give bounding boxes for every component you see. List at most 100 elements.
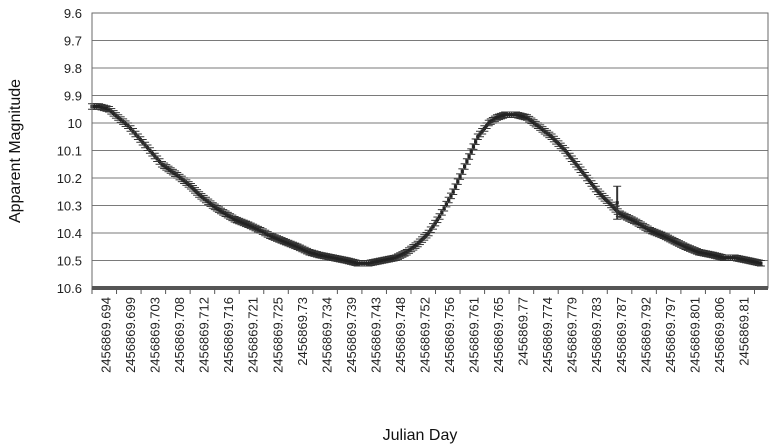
data-point: [184, 180, 188, 185]
data-point: [116, 115, 120, 120]
y-tick-label: 9.9: [64, 89, 82, 104]
data-point: [173, 172, 177, 176]
x-tick-label: 2456869.734: [319, 297, 334, 373]
data-point: [518, 114, 523, 118]
data-point: [717, 255, 721, 259]
data-point: [124, 122, 128, 126]
data-point: [382, 258, 387, 262]
data-point: [648, 228, 652, 232]
data-point: [360, 261, 364, 265]
data-point: [99, 105, 104, 109]
data-point: [527, 117, 531, 121]
y-tick-label: 10.2: [57, 171, 82, 186]
data-point: [249, 224, 253, 228]
data-point: [646, 227, 650, 231]
x-tick-label: 2456869.756: [442, 297, 457, 373]
data-point: [536, 124, 540, 128]
data-point: [746, 258, 750, 263]
data-point: [342, 258, 346, 262]
data-point: [266, 232, 270, 236]
data-point: [679, 242, 683, 247]
data-point: [177, 175, 182, 179]
data-point: [668, 237, 672, 241]
data-point: [320, 253, 324, 258]
data-point: [385, 257, 389, 262]
data-point: [514, 113, 518, 117]
data-point: [109, 109, 113, 113]
data-point: [389, 257, 393, 261]
x-tick-label: 2456869.703: [148, 297, 163, 373]
data-point: [469, 150, 473, 154]
data-point: [540, 127, 545, 132]
data-point: [759, 261, 763, 265]
data-point: [512, 113, 516, 117]
data-point: [277, 237, 281, 242]
y-axis-title: Apparent Magnitude: [7, 79, 24, 223]
data-point: [460, 169, 464, 174]
data-point: [737, 257, 741, 261]
data-point: [730, 256, 735, 260]
data-point: [215, 206, 219, 210]
data-point: [636, 221, 641, 225]
data-point: [664, 235, 668, 239]
data-point: [268, 234, 272, 238]
data-point: [652, 230, 657, 234]
data-point: [213, 205, 217, 209]
data-point: [686, 246, 690, 250]
data-point: [349, 260, 353, 264]
data-point: [491, 118, 495, 122]
data-point: [187, 182, 191, 187]
data-point: [310, 251, 314, 255]
data-point: [295, 245, 300, 249]
data-point: [510, 113, 514, 117]
data-point: [233, 217, 237, 221]
data-point: [659, 233, 663, 237]
data-point: [338, 257, 342, 261]
data-point: [345, 258, 349, 263]
data-point: [180, 177, 184, 181]
data-point: [655, 231, 659, 235]
data-point: [545, 131, 549, 135]
data-point: [312, 252, 317, 256]
x-tick-label: 2456869.699: [123, 297, 138, 373]
data-point: [662, 234, 666, 238]
data-point: [411, 245, 415, 249]
data-point: [182, 179, 186, 183]
data-point: [121, 120, 125, 124]
data-point: [465, 159, 469, 164]
data-point: [750, 259, 755, 264]
data-point: [171, 170, 175, 174]
x-tick-label: 2456869.739: [344, 297, 359, 373]
data-point: [166, 167, 171, 171]
data-point: [221, 210, 225, 214]
x-tick-label: 2456869.81: [736, 297, 751, 366]
data-point: [611, 205, 615, 209]
x-tick-label: 2456869.792: [638, 297, 653, 373]
data-point: [273, 235, 277, 240]
data-point: [422, 235, 426, 239]
data-point: [744, 258, 748, 262]
data-point: [398, 253, 402, 258]
data-point: [317, 253, 321, 257]
data-point: [347, 259, 351, 263]
data-point: [420, 238, 424, 242]
data-point: [755, 260, 759, 264]
data-point: [453, 185, 458, 189]
data-point: [487, 121, 491, 125]
data-point: [228, 214, 232, 219]
data-point: [324, 254, 328, 258]
data-point: [300, 247, 304, 251]
data-point: [605, 198, 609, 203]
data-point: [467, 154, 471, 159]
data-point: [697, 250, 701, 254]
data-point: [733, 256, 737, 260]
data-point: [211, 203, 215, 208]
data-point: [315, 252, 319, 256]
data-point: [235, 218, 239, 222]
data-point: [429, 228, 433, 232]
data-point: [596, 190, 600, 194]
data-point: [407, 249, 411, 253]
data-point: [246, 223, 250, 227]
